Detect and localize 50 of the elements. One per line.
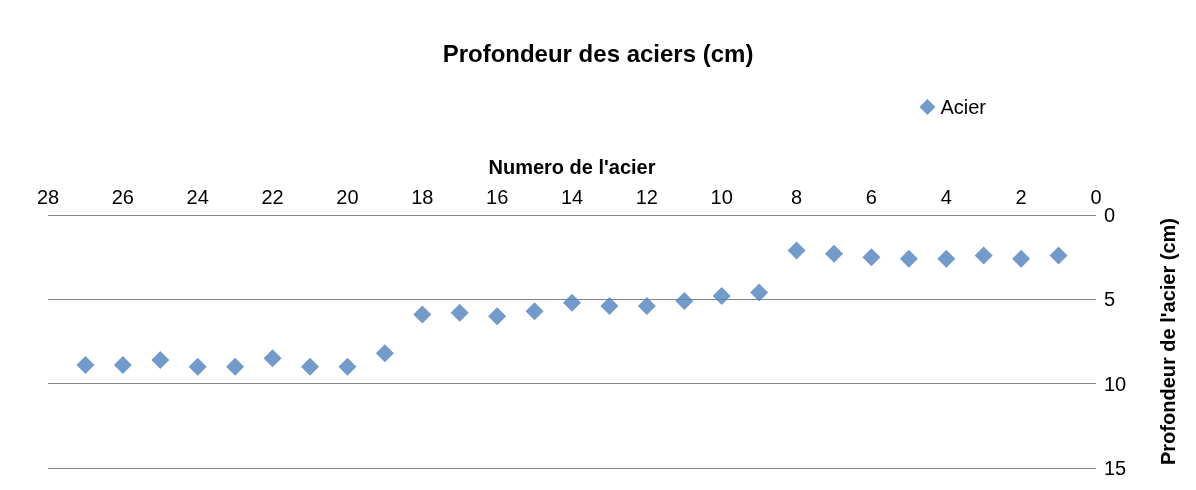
point bbox=[974, 246, 993, 265]
y-axis-title: Profondeur de l'acier (cm) bbox=[1157, 217, 1179, 466]
x-tick-label: 20 bbox=[336, 186, 359, 208]
point bbox=[488, 307, 507, 326]
x-tick-label: 16 bbox=[486, 186, 509, 208]
chart-title: Profondeur des aciers (cm) bbox=[442, 39, 754, 67]
point bbox=[338, 357, 357, 376]
point bbox=[563, 293, 581, 312]
x-tick-label: 10 bbox=[710, 186, 733, 208]
y-tick-label: 0 bbox=[1104, 204, 1116, 226]
point bbox=[750, 283, 769, 302]
point bbox=[637, 297, 656, 316]
point bbox=[76, 356, 95, 375]
x-tick-label: 8 bbox=[791, 186, 803, 208]
x-tick-label: 18 bbox=[411, 186, 434, 208]
point bbox=[862, 248, 881, 267]
x-tick-label: 12 bbox=[635, 186, 658, 208]
x-tick-label: 6 bbox=[865, 186, 877, 208]
x-tick-label: 24 bbox=[186, 186, 209, 208]
point bbox=[825, 244, 843, 263]
x-tick-label: 2 bbox=[1015, 186, 1027, 208]
legend-label: Acier bbox=[940, 96, 987, 118]
point bbox=[1049, 246, 1068, 265]
x-tick-label: 26 bbox=[111, 186, 134, 208]
point bbox=[525, 302, 544, 321]
point bbox=[675, 292, 694, 311]
point bbox=[413, 305, 432, 324]
point bbox=[899, 249, 918, 268]
point bbox=[937, 249, 956, 268]
point bbox=[113, 356, 132, 375]
point bbox=[375, 344, 394, 363]
point bbox=[263, 349, 282, 368]
y-tick-label: 10 bbox=[1104, 372, 1127, 395]
y-tick-label: 15 bbox=[1104, 457, 1127, 479]
point bbox=[600, 297, 619, 316]
x-tick-label: 4 bbox=[940, 186, 952, 208]
x-tick-label: 0 bbox=[1090, 186, 1102, 208]
point bbox=[712, 286, 731, 305]
x-tick-label: 28 bbox=[36, 186, 60, 208]
point bbox=[226, 357, 245, 376]
point bbox=[151, 351, 170, 370]
point bbox=[1012, 249, 1031, 268]
point bbox=[188, 357, 207, 376]
x-tick-label: 14 bbox=[560, 186, 584, 208]
y-tick-label: 5 bbox=[1104, 288, 1116, 311]
point bbox=[787, 241, 806, 260]
point bbox=[450, 303, 469, 322]
point bbox=[301, 357, 319, 376]
x-tick-label: 22 bbox=[261, 186, 284, 208]
x-axis-title: Numero de l'acier bbox=[488, 156, 656, 178]
